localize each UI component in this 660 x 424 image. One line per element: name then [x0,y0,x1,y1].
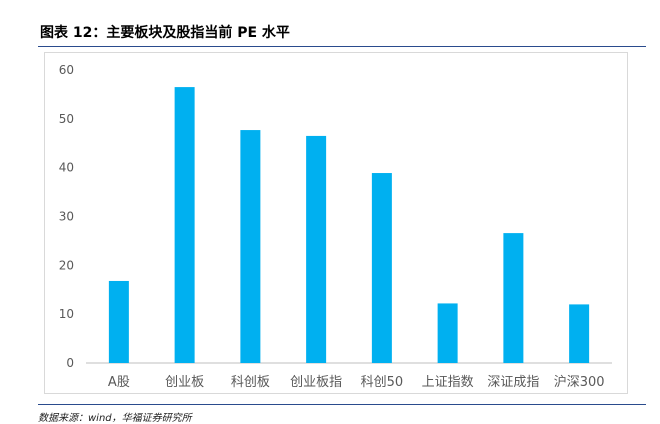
x-category-label: 科创50 [361,375,404,390]
bars [108,87,590,363]
bar [174,87,195,363]
bar [108,280,129,363]
bar [306,135,327,363]
bar [371,173,392,363]
y-tick-label: 50 [59,112,74,126]
y-tick-label: 60 [59,63,74,77]
bar [569,304,590,363]
y-axis-ticks: 0 10 20 30 40 50 60 [59,63,74,370]
x-category-label: 沪深300 [554,374,605,390]
x-axis-labels: A股 创业板 科创板 创业板指 科创50 上证指数 深证成指 沪深300 [108,374,605,390]
bar [437,303,458,363]
source-note: 数据来源：wind，华福证券研究所 [38,413,192,424]
figure-title: 图表 12：主要板块及股指当前 PE 水平 [40,25,290,41]
y-tick-label: 20 [59,258,74,272]
footer-rule [38,404,646,405]
title-rule [38,46,646,47]
bar [240,130,261,363]
x-category-label: 上证指数 [422,375,474,390]
x-category-label: 创业板指 [290,375,342,390]
bar [503,233,524,363]
y-tick-label: 10 [59,307,74,321]
x-category-label: 创业板 [165,375,204,390]
x-category-label: 科创板 [231,375,270,390]
x-category-label: A股 [108,375,130,390]
x-category-label: 深证成指 [487,375,539,390]
y-tick-label: 0 [66,356,74,370]
y-tick-label: 40 [59,161,74,175]
chart-frame [44,52,628,394]
y-tick-label: 30 [59,210,74,224]
